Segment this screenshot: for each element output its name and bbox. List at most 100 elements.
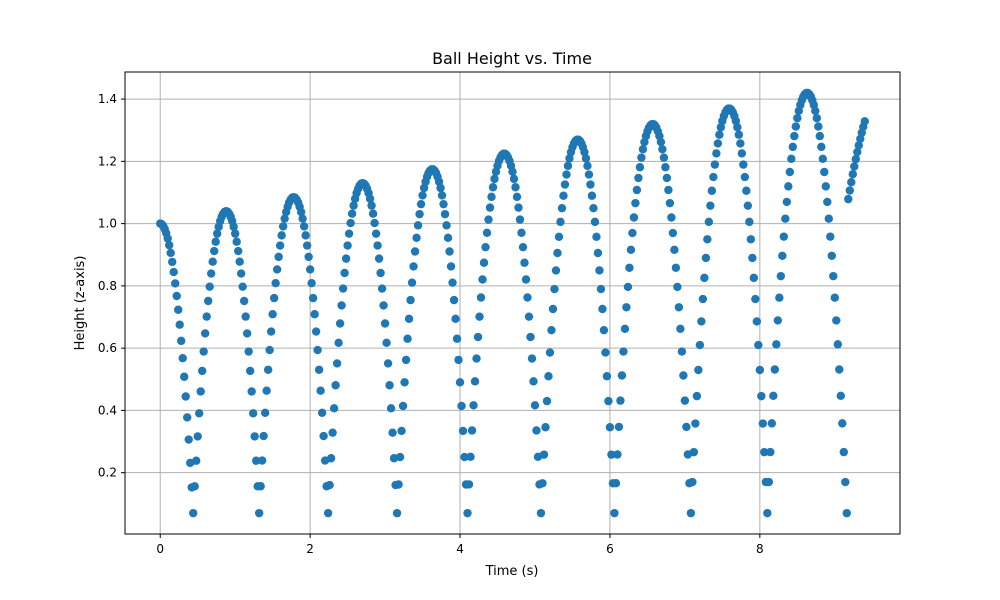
- data-point: [674, 303, 684, 312]
- data-point: [670, 245, 679, 255]
- data-point: [778, 251, 787, 260]
- data-point: [485, 203, 495, 212]
- data-point: [589, 203, 598, 213]
- data-point: [247, 387, 256, 396]
- data-point: [412, 233, 421, 243]
- data-point: [701, 253, 711, 263]
- data-point: [374, 254, 384, 263]
- data-point: [616, 396, 625, 405]
- data-point: [677, 347, 687, 356]
- data-point: [586, 180, 595, 189]
- data-point: [319, 431, 328, 441]
- data-point: [448, 278, 457, 287]
- y-tick-label: 1.0: [98, 217, 117, 231]
- y-axis-label: Height (z-axis): [73, 256, 88, 351]
- data-point: [581, 154, 591, 163]
- data-point: [304, 252, 313, 262]
- data-point: [622, 303, 631, 312]
- data-point: [487, 192, 496, 202]
- data-point: [440, 209, 450, 219]
- data-point: [782, 197, 792, 207]
- data-point: [694, 365, 703, 375]
- data-point: [338, 284, 348, 293]
- data-point: [763, 508, 772, 518]
- data-point: [382, 338, 391, 348]
- data-point: [365, 194, 375, 203]
- y-tick-label: 0.4: [98, 403, 117, 417]
- data-point: [484, 215, 493, 224]
- data-point: [634, 173, 643, 183]
- y-tick-label: 1.2: [98, 154, 117, 168]
- data-point: [679, 371, 688, 380]
- data-point: [520, 258, 529, 267]
- data-point: [530, 401, 540, 410]
- data-point: [242, 329, 252, 338]
- data-point: [467, 426, 477, 435]
- data-point: [752, 317, 762, 326]
- data-point: [766, 447, 775, 457]
- data-point: [632, 185, 642, 195]
- data-point: [251, 456, 261, 465]
- data-point: [397, 426, 406, 436]
- data-point: [611, 479, 621, 488]
- data-point: [845, 186, 854, 195]
- data-point: [343, 241, 352, 250]
- data-point: [673, 282, 682, 292]
- data-point: [788, 142, 798, 152]
- data-point: [469, 401, 478, 410]
- data-point: [541, 423, 550, 432]
- data-point: [551, 266, 561, 275]
- data-point: [302, 241, 312, 250]
- data-point: [667, 213, 676, 222]
- data-point: [602, 372, 612, 381]
- data-point: [703, 235, 712, 244]
- data-point: [208, 257, 217, 266]
- y-axis-ticks: 0.2 0.4 0.6 0.8 1.0 1.2 1.4: [98, 92, 125, 480]
- data-point: [514, 203, 523, 212]
- data-point: [346, 218, 355, 228]
- data-point: [245, 366, 255, 376]
- data-point: [604, 396, 613, 406]
- data-point: [490, 174, 499, 184]
- data-point: [668, 228, 678, 238]
- data-point: [745, 217, 754, 227]
- data-point: [818, 154, 827, 164]
- data-point: [556, 217, 565, 227]
- data-points: [156, 88, 869, 518]
- data-point: [526, 332, 535, 342]
- data-point: [656, 137, 666, 147]
- data-point: [205, 282, 214, 291]
- data-point: [299, 222, 309, 231]
- data-point: [560, 180, 570, 189]
- data-point: [691, 419, 700, 428]
- data-point: [842, 508, 851, 518]
- data-point: [395, 452, 405, 462]
- data-point: [715, 130, 724, 139]
- data-point: [256, 482, 265, 491]
- x-axis-ticks: 0 2 4 6 8: [156, 534, 764, 556]
- data-point: [751, 294, 760, 304]
- data-point: [305, 265, 315, 274]
- data-point: [700, 273, 709, 283]
- data-point: [388, 428, 397, 437]
- data-point: [511, 183, 520, 192]
- data-point: [544, 372, 553, 381]
- data-point: [275, 241, 285, 250]
- data-point: [195, 409, 204, 418]
- data-point: [475, 312, 484, 321]
- data-point: [470, 377, 480, 386]
- data-point: [776, 271, 786, 281]
- data-point: [523, 293, 532, 302]
- data-point: [545, 348, 555, 357]
- x-tick-label: 8: [756, 542, 764, 556]
- data-point: [793, 113, 802, 123]
- data-point: [587, 191, 597, 200]
- data-point: [832, 316, 841, 325]
- data-point: [455, 378, 465, 387]
- data-point: [166, 248, 175, 258]
- data-point: [482, 228, 492, 237]
- data-point: [415, 209, 424, 219]
- data-point: [629, 213, 639, 222]
- chart-title: Ball Height vs. Time: [432, 49, 592, 68]
- data-point: [274, 252, 283, 262]
